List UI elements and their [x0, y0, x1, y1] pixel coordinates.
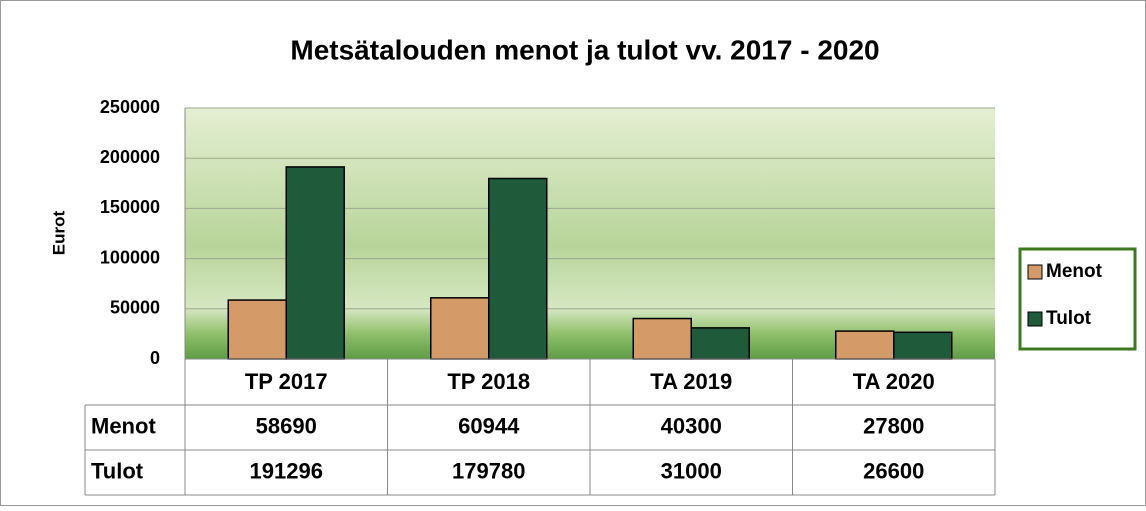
table-row-label: Menot: [91, 413, 156, 438]
x-tick-label: TP 2018: [447, 369, 530, 394]
x-tick-label: TA 2019: [650, 369, 732, 394]
table-cell: 179780: [452, 458, 525, 483]
bar: [893, 331, 953, 360]
y-tick-label: 100000: [100, 247, 160, 267]
table-cell: 31000: [661, 458, 722, 483]
y-tick-label: 50000: [110, 298, 160, 318]
bar: [690, 327, 750, 360]
table-cell: 60944: [458, 413, 520, 438]
table-row-label: Tulot: [91, 458, 144, 483]
x-tick-label: TA 2020: [853, 369, 935, 394]
y-tick-label: 150000: [100, 197, 160, 217]
table-cell: 27800: [863, 413, 924, 438]
y-tick-label: 200000: [100, 147, 160, 167]
legend-label: Menot: [1046, 261, 1103, 282]
table-cell: 191296: [250, 458, 323, 483]
chart-title: Metsätalouden menot ja tulot vv. 2017 - …: [290, 34, 879, 65]
y-tick-label: 250000: [100, 97, 160, 117]
y-tick-label: 0: [150, 348, 160, 368]
y-axis-label: Eurot: [49, 210, 68, 255]
bar: [632, 317, 692, 360]
table-cell: 26600: [863, 458, 924, 483]
legend-swatch: [1027, 264, 1043, 280]
table-cell: 58690: [256, 413, 317, 438]
table-cell: 40300: [661, 413, 722, 438]
bar: [488, 177, 548, 360]
x-tick-label: TP 2017: [245, 369, 328, 394]
bar: [835, 330, 895, 360]
bar: [430, 297, 490, 360]
legend: [1018, 247, 1137, 351]
legend-label: Tulot: [1046, 308, 1092, 329]
legend-swatch: [1027, 311, 1043, 327]
bar: [285, 166, 345, 360]
bar: [227, 299, 287, 360]
